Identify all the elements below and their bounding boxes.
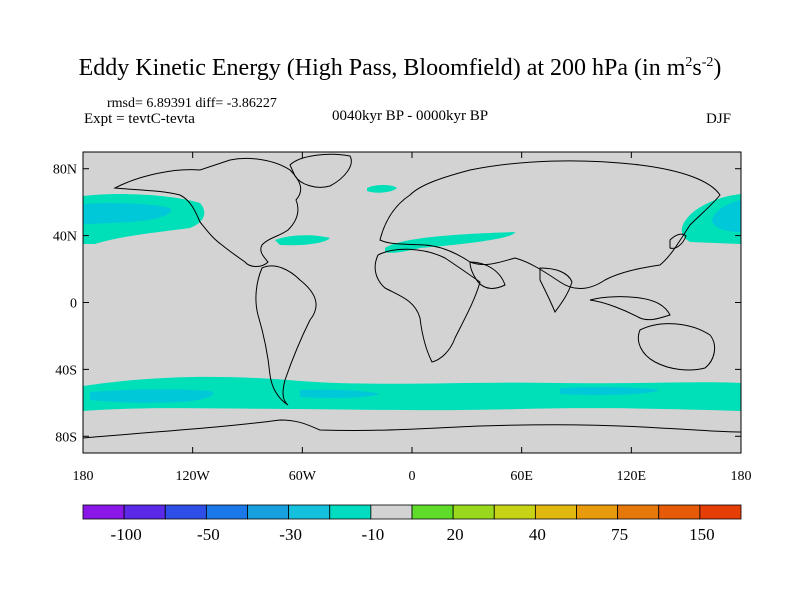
- coast-australia: [637, 323, 716, 371]
- plot-title: Eddy Kinetic Energy (High Pass, Bloomfie…: [78, 55, 722, 81]
- coast-southeast-asia: [589, 296, 671, 321]
- coastlines: [83, 153, 741, 439]
- coast-arabia: [469, 261, 506, 289]
- colorbar-label: -100: [111, 525, 142, 544]
- anomaly-europe: [367, 185, 397, 193]
- colorbar-swatch: [411, 504, 454, 520]
- coast-greenland: [289, 153, 352, 188]
- lat-tick-label: 80S: [55, 430, 77, 445]
- colorbar-swatch: [370, 504, 413, 520]
- anomaly-npacific-east-core: [83, 203, 171, 224]
- colorbar-swatch: [576, 504, 619, 520]
- anomaly-mideast-jet: [385, 232, 515, 253]
- coast-north-america: [113, 157, 302, 267]
- colorbar-swatch: [288, 504, 331, 520]
- colorbar-label: -30: [279, 525, 302, 544]
- lat-tick-label: 40S: [55, 363, 77, 378]
- colorbar-swatch: [452, 504, 495, 520]
- colorbar-label: 75: [611, 525, 628, 544]
- colorbar-label: 150: [689, 525, 715, 544]
- colorbar-label: -50: [197, 525, 220, 544]
- lon-tick-label: 120E: [617, 469, 647, 484]
- colorbar-swatch: [658, 504, 701, 520]
- anomaly-fields: [83, 185, 741, 411]
- colorbar-swatch: [329, 504, 372, 520]
- coast-south-america: [255, 265, 317, 406]
- colorbar-label: -10: [362, 525, 385, 544]
- colorbar-swatch: [164, 504, 207, 520]
- lon-tick-label: 60W: [289, 469, 317, 484]
- lat-tick-label: 40N: [53, 230, 77, 245]
- lon-tick-label: 60E: [510, 469, 533, 484]
- period-label: 0040kyr BP - 0000kyr BP: [331, 108, 489, 124]
- stats-label: rmsd= 6.89391 diff= -3.86227: [107, 96, 277, 111]
- season-label: DJF: [706, 111, 732, 127]
- coast-japan: [669, 233, 687, 249]
- lon-tick-label: 120W: [176, 469, 211, 484]
- coast-india: [539, 267, 573, 314]
- colorbar-swatch: [493, 504, 536, 520]
- colorbar-swatch: [617, 504, 660, 520]
- lat-tick-label: 80N: [53, 163, 77, 178]
- longitude-axis: 180 120W 60W 0 60E 120E 180: [73, 152, 752, 484]
- colorbar-swatch: [82, 504, 125, 520]
- colorbar-swatch: [247, 504, 290, 520]
- colorbar-swatch: [123, 504, 166, 520]
- experiment-label: Expt = tevtC-tevta: [84, 111, 195, 127]
- lon-tick-label: 180: [731, 469, 752, 484]
- latitude-axis: 80N 40N 0 40S 80S: [53, 163, 741, 445]
- colorbar-label: 20: [447, 525, 464, 544]
- lon-tick-label: 180: [73, 469, 94, 484]
- colorbar: -100 -50 -30 -10 20 40 75 150: [82, 504, 742, 544]
- colorbar-swatch: [205, 504, 248, 520]
- coast-eurasia: [379, 160, 721, 289]
- anomaly-band-south: [83, 376, 741, 411]
- colorbar-swatch: [534, 504, 577, 520]
- colorbar-swatch: [699, 504, 742, 520]
- coast-antarctica: [83, 419, 741, 439]
- coast-africa: [374, 248, 481, 363]
- anomaly-core-south: [90, 386, 660, 403]
- lon-tick-label: 0: [409, 469, 416, 484]
- anomaly-npacific-west-core: [712, 200, 741, 232]
- lat-tick-label: 0: [70, 297, 77, 312]
- anomaly-atlantic: [275, 235, 330, 246]
- colorbar-label: 40: [529, 525, 546, 544]
